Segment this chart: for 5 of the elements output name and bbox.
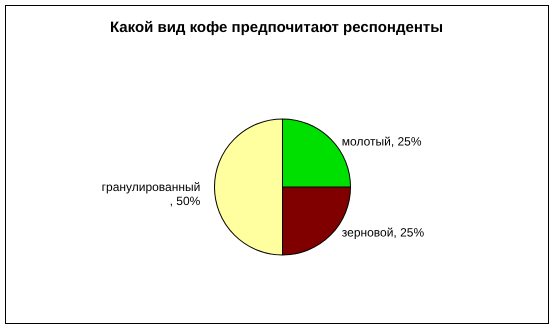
slice-label: зерновой, 25% [342,226,424,240]
slice-label: гранулированный [102,180,200,194]
data-label: , 50% [170,194,201,208]
chart-title: Какой вид кофе предпочитают респонденты [110,19,444,36]
slice-label: молотый, 25% [342,134,422,148]
